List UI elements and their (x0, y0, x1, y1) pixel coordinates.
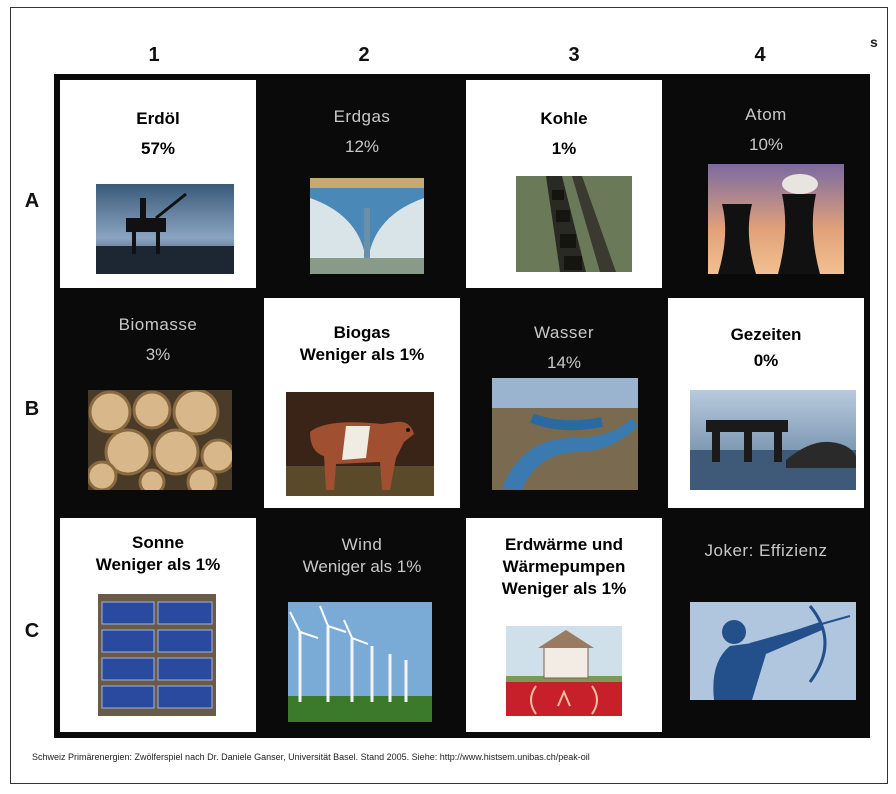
card-title: Kohle (540, 109, 588, 128)
cooling-towers-photo (708, 164, 844, 274)
card-percent: 10% (748, 135, 784, 154)
geothermal-house-photo (506, 626, 622, 716)
column-label-2: 2 (358, 44, 370, 66)
card-percent: 0% (753, 351, 779, 370)
image-frame (10, 7, 888, 784)
oil-platform-photo (96, 184, 234, 274)
log-pile-photo (88, 390, 232, 490)
column-label-3: 3 (568, 44, 580, 66)
card-b4-gezeiten: Gezeiten 0% (668, 298, 864, 508)
column-label-4: 4 (754, 44, 766, 66)
solar-panels-photo (98, 594, 216, 716)
card-a3-kohle: Kohle 1% (466, 80, 662, 288)
card-b2-biogas: Biogas Weniger als 1% (264, 298, 460, 508)
card-b3-wasser: Wasser 14% (466, 298, 662, 508)
card-title: Atom (745, 105, 787, 124)
card-title: Biomasse (118, 315, 198, 334)
card-title: Wind (341, 535, 383, 554)
source-footnote: Schweiz Primärenergien: Zwölferspiel nac… (32, 752, 590, 762)
coal-train-photo (516, 176, 632, 272)
card-percent: Weniger als 1% (95, 555, 221, 574)
card-c4-joker: Joker: Effizienz (668, 518, 864, 732)
card-b1-biomasse: Biomasse 3% (60, 298, 256, 508)
card-title: Sonne (132, 533, 184, 552)
card-percent: Weniger als 1% (501, 579, 627, 598)
dam-reservoir-photo (492, 378, 638, 490)
card-title: Erdgas (333, 107, 391, 126)
card-percent: 12% (344, 137, 380, 156)
card-a4-atom: Atom 10% (668, 80, 864, 288)
column-label-1: 1 (148, 44, 160, 66)
card-c1-sonne: Sonne Weniger als 1% (60, 518, 256, 732)
row-label-b: B (24, 398, 40, 420)
card-percent: 14% (546, 353, 582, 372)
stray-mark: s (870, 34, 878, 50)
card-percent: 3% (145, 345, 171, 364)
card-c2-wind: Wind Weniger als 1% (264, 518, 460, 732)
cow-photo (286, 392, 434, 496)
archer-silhouette-photo (690, 602, 856, 700)
card-title: Wasser (534, 323, 594, 342)
card-title-line-2: Wärmepumpen (502, 557, 626, 576)
card-percent: 1% (551, 139, 577, 158)
card-a1-erdoel: Erdöl 57% (60, 80, 256, 288)
card-percent: Weniger als 1% (299, 345, 425, 364)
row-label-c: C (24, 620, 40, 642)
wind-turbines-photo (288, 602, 432, 722)
tidal-plant-photo (690, 390, 856, 490)
card-title-line-1: Erdwärme und (504, 535, 624, 554)
card-title: Erdöl (136, 109, 180, 128)
row-label-a: A (24, 190, 40, 212)
card-title: Joker: Effizienz (704, 541, 828, 560)
energy-board: Erdöl 57% Erdgas 12% Kohle 1% Atom 10% B… (54, 74, 870, 738)
card-title: Gezeiten (730, 325, 802, 344)
card-title: Biogas (333, 323, 391, 342)
card-a2-erdgas: Erdgas 12% (264, 80, 460, 288)
card-c3-erdwaerme: Erdwärme und Wärmepumpen Weniger als 1% (466, 518, 662, 732)
card-percent: Weniger als 1% (302, 557, 422, 576)
card-percent: 57% (140, 139, 176, 158)
gas-pipeline-photo (310, 178, 424, 274)
